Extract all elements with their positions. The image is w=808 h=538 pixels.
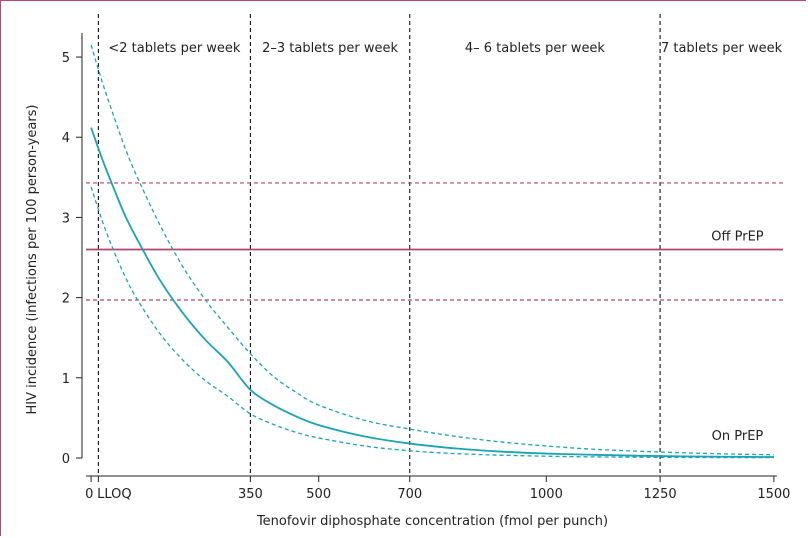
y-tick-label: 0 [62, 452, 70, 467]
y-tick-label: 2 [62, 292, 70, 307]
reference-lines [76, 14, 775, 482]
axes [81, 33, 777, 477]
on-prep-lower-ci [90, 186, 774, 459]
x-tick-label: 350 [238, 487, 263, 502]
off-prep-label: Off PrEP [711, 230, 763, 245]
y-tick-label: 4 [62, 131, 70, 146]
on-prep-upper-ci [90, 44, 774, 456]
x-tick-label: 0 [85, 487, 93, 502]
y-tick-label: 5 [62, 51, 70, 66]
region-label: <2 tablets per week [108, 41, 241, 56]
y-axis-title: HIV incidence (infections per 100 person… [25, 104, 40, 414]
x-tick-label: 1000 [530, 487, 563, 502]
region-label: 7 tablets per week [661, 41, 783, 56]
series-layer [86, 44, 783, 459]
lloq-label: LLOQ [97, 487, 132, 502]
on-prep-label: On PrEP [712, 429, 764, 444]
y-tick-label: 3 [62, 211, 70, 226]
x-axis-title: Tenofovir diphosphate concentration (fmo… [256, 514, 608, 529]
x-tick-label: 1500 [757, 487, 790, 502]
region-label: 2–3 tablets per week [262, 41, 398, 56]
x-tick-label: 700 [397, 487, 422, 502]
labels: Tenofovir diphosphate concentration (fmo… [25, 41, 790, 529]
x-tick-label: 500 [306, 487, 331, 502]
y-tick-label: 1 [62, 372, 70, 387]
on-prep-estimate [90, 127, 774, 458]
region-label: 4– 6 tablets per week [465, 41, 606, 56]
x-tick-label: 1250 [644, 487, 677, 502]
